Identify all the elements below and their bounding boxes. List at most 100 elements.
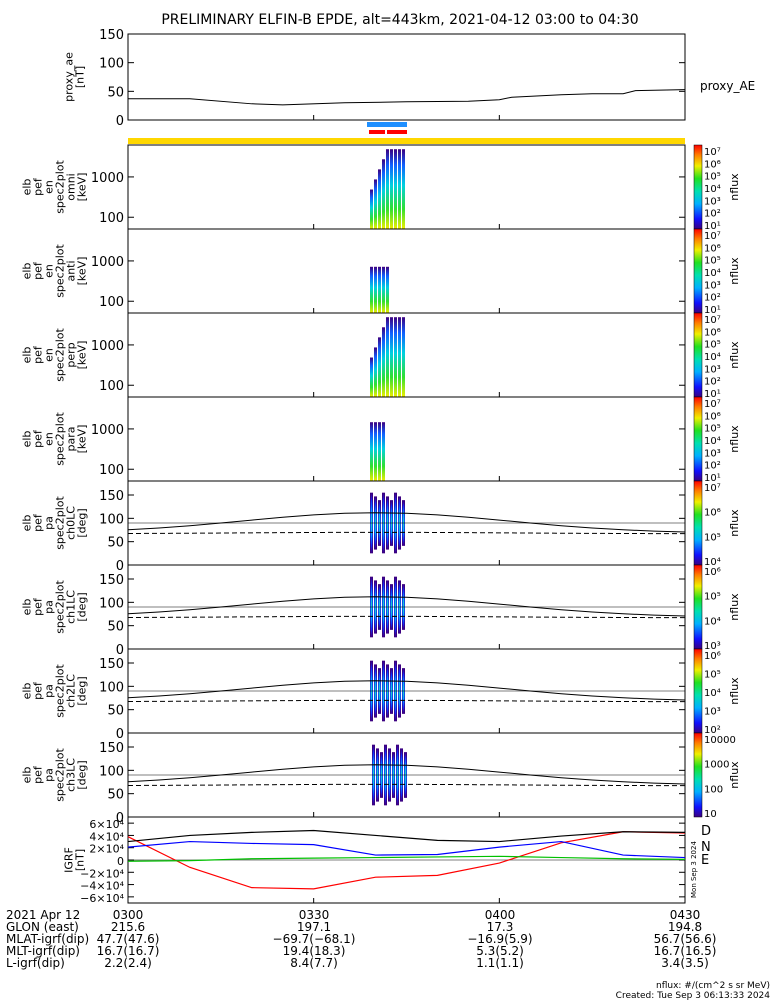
colorbar-tick-para: 10² (704, 461, 721, 472)
orbit-row-label: GLON (east) (6, 920, 79, 934)
colorbar-tick-ch3LC: 10 (704, 809, 717, 820)
ytick-label-ch3LC: 100 (99, 764, 124, 779)
ytick-label-omni: 100 (99, 211, 124, 226)
colorbar-tick-para: 10⁶ (704, 411, 721, 422)
colorbar-tick-ch0LC: 10⁶ (704, 508, 721, 519)
colorbar-tick-perp: 10⁵ (704, 340, 721, 351)
orbit-row-value: 0430 (670, 908, 701, 922)
ylabel-ch3LC: elbpefpaspec2plotch3LC[deg] (21, 748, 89, 802)
sci-zone-gap (385, 130, 387, 134)
colorbar-tick-omni: 10³ (704, 196, 721, 207)
panel-IGRF: IGRF[nT] 6×10⁴4×10⁴2×10⁴0−2×10⁴−4×10⁴−6×1… (63, 816, 686, 905)
colorbar-tick-anti: 10³ (704, 280, 721, 291)
ytick-label-anti: 100 (99, 295, 124, 310)
panel-ch0LC: elbpefpaspec2plotch0LC[deg]15010050010⁷1… (21, 480, 741, 574)
panel-ch2LC: elbpefpaspec2plotch2LC[deg]15010050010⁶1… (21, 648, 741, 742)
colorbar-tick-anti: 10⁵ (704, 256, 721, 267)
ytick-label-para: 100 (99, 463, 124, 478)
igrf-series-E (127, 855, 686, 862)
colorbar-tick-ch3LC: 100 (704, 784, 723, 795)
colorbar-ch2LC: 10⁶ 10⁵ 10⁴ 10³ 10² nflux (693, 648, 741, 736)
spectrogram-strip-omni (390, 149, 393, 229)
ytick-label-ch1LC: 150 (99, 573, 124, 588)
colorbar-tick-ch1LC: 10⁶ (704, 567, 721, 578)
anti-loss-cone-line-ch0LC (127, 531, 686, 535)
spectrogram-strip-omni (370, 189, 373, 229)
colorbar-tick-omni: 10⁷ (704, 147, 721, 158)
colorbar-tick-anti: 10⁴ (704, 268, 721, 279)
loss-cone-line-ch2LC (127, 680, 686, 701)
ytick-label-IGRF: 2×10⁴ (89, 843, 124, 856)
footer-created: Created: Tue Sep 3 06:13:33 2024 (616, 991, 771, 1000)
ytick-label-proxy_ae: 0 (116, 114, 124, 129)
igrf-legend-E: E (701, 853, 709, 868)
orbit-row-value: 0400 (485, 908, 516, 922)
colorbar-ch0LC: 10⁷ 10⁶ 10⁵ 10⁴ nflux (693, 480, 741, 568)
panel-perp: elbpefenspec2plotperp[keV] 100010010⁷10⁶1… (21, 312, 741, 400)
ytick-label-ch2LC: 0 (116, 727, 124, 742)
colorbar-tick-ch3LC: 1000 (704, 760, 729, 771)
ytick-label-proxy_ae: 50 (107, 85, 124, 100)
colorbar-scale-perp (693, 312, 703, 398)
colorbar-tick-ch0LC: 10⁴ (704, 557, 721, 568)
colorbar-scale-ch1LC (693, 564, 703, 650)
spectrogram-strip-omni (378, 169, 381, 229)
orbit-row-value: −16.9(5.9) (467, 932, 532, 946)
colorbar-tick-omni: 10⁵ (704, 172, 721, 183)
colorbar-tick-ch0LC: 10⁵ (704, 532, 721, 543)
colorbar-tick-ch2LC: 10⁴ (704, 688, 721, 699)
ytick-label-proxy_ae: 100 (99, 57, 124, 72)
panel-frame-para (127, 396, 686, 482)
colorbar-tick-perp: 10⁷ (704, 315, 721, 326)
proxy-ae-line (128, 89, 686, 106)
loss-cone-line-ch1LC (127, 596, 686, 617)
panel-para: elbpefenspec2plotpara[keV] 100010010⁷10⁶1… (21, 396, 741, 484)
orbit-row-value: 17.3 (487, 920, 514, 934)
spectrogram-strip-perp (398, 317, 401, 397)
panel-proxy_ae: proxy_ae[nT] 150 100 50 0 proxy_AE (63, 28, 756, 129)
igrf-series-N (127, 840, 686, 859)
panel-ch1LC: elbpefpaspec2plotch1LC[deg]15010050010⁶1… (21, 564, 741, 658)
colorbar-tick-anti: 10¹ (704, 305, 721, 316)
orbit-bar-yellow (128, 138, 685, 144)
orbit-row-value: 197.1 (297, 920, 331, 934)
ylabel-ch0LC: elbpefpaspec2plotch0LC[deg] (21, 496, 89, 550)
orbit-row-value: 194.8 (668, 920, 702, 934)
ytick-label-para: 1000 (91, 423, 124, 438)
ytick-label-IGRF: −6×10⁴ (80, 892, 124, 905)
igrf-legend-D: D (701, 824, 711, 839)
orbit-row-value: 215.6 (111, 920, 145, 934)
colorbar-tick-ch2LC: 10³ (704, 707, 721, 718)
ytick-label-ch0LC: 50 (107, 536, 124, 551)
panel-anti: elbpefenspec2plotanti[keV] 100010010⁷10⁶1… (21, 228, 741, 316)
colorbar-tick-perp: 10² (704, 377, 721, 388)
side-date-label: Mon Sep 3 2024 (690, 841, 698, 898)
ytick-label-ch1LC: 50 (107, 620, 124, 635)
spectrogram-strip-para (378, 422, 381, 481)
colorbar-scale-ch0LC (693, 480, 703, 566)
colorbar-scale-omni (693, 144, 703, 230)
panel-frame-omni (127, 144, 686, 230)
spectrogram-strip-perp (386, 317, 389, 397)
orbit-row-value: 5.3(5.2) (476, 944, 524, 958)
colorbar-tick-ch2LC: 10² (704, 725, 721, 736)
orbit-row-value: 16.7(16.5) (654, 944, 717, 958)
colorbar-ch1LC: 10⁶ 10⁵ 10⁴ 10³ nflux (693, 564, 741, 652)
igrf-legend-N: N (701, 840, 711, 855)
orbit-row-value: −69.7(−68.1) (273, 932, 356, 946)
colorbar-tick-perp: 10⁴ (704, 352, 721, 363)
orbit-row-value: 1.1(1.1) (476, 956, 524, 970)
colorbar-tick-ch2LC: 10⁶ (704, 651, 721, 662)
ytick-label-ch0LC: 150 (99, 489, 124, 504)
colorbar-tick-omni: 10¹ (704, 221, 721, 232)
spectrogram-strip-perp (394, 317, 397, 397)
colorbar-tick-perp: 10¹ (704, 389, 721, 400)
spectrogram-strip-para (374, 422, 377, 481)
colorbar-tick-ch2LC: 10⁵ (704, 670, 721, 681)
colorbar-tick-anti: 10⁶ (704, 243, 721, 254)
colorbar-tick-ch1LC: 10⁵ (704, 592, 721, 603)
anti-loss-cone-line-ch3LC (127, 783, 686, 787)
panel-ch3LC: elbpefpaspec2plotch3LC[deg] 150 100 50 0 1000… (21, 732, 741, 826)
spectrogram-strip-perp (390, 317, 393, 397)
